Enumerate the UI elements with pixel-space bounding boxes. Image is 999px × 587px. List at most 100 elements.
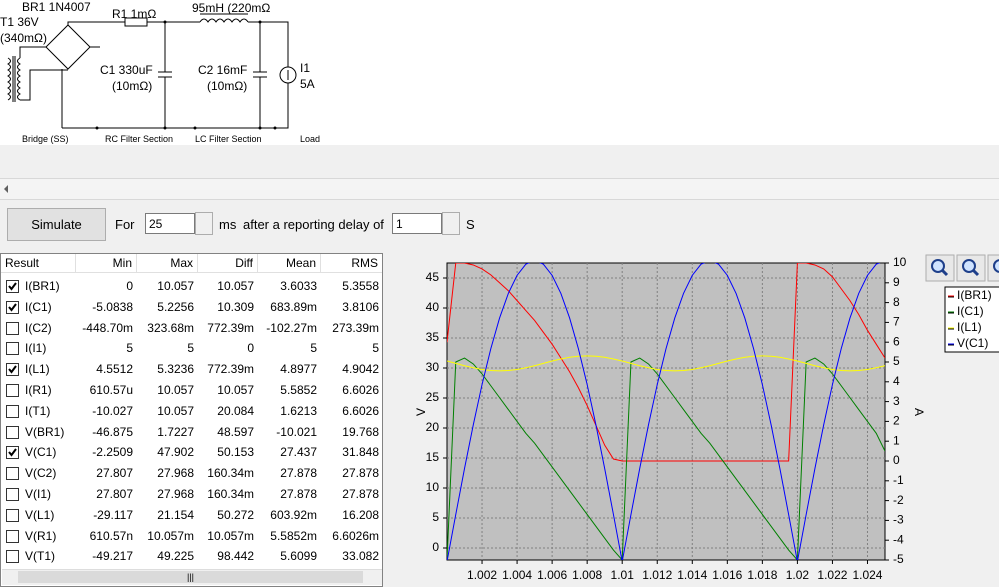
checkbox[interactable] (6, 467, 19, 481)
y2-tick-label: 4 (893, 374, 900, 388)
horizontal-scrollbar[interactable] (0, 178, 999, 200)
result-name: I(C2) (25, 320, 52, 335)
delay-spinner[interactable] (442, 212, 460, 235)
result-value: 5.2256 (157, 299, 194, 314)
result-value: 5 (187, 341, 194, 356)
results-table: ||| Result Min Max Diff Mean RMS I(BR1) 0 10.057… (0, 253, 383, 587)
checkbox[interactable] (6, 363, 19, 377)
result-value: 27.878 (280, 487, 317, 501)
result-value: -10.021 (276, 424, 317, 439)
y2-tick-label: -3 (893, 513, 904, 527)
checkbox[interactable] (6, 425, 19, 439)
x-tick-label: 1.02 (786, 568, 810, 582)
result-value: 27.807 (96, 466, 133, 481)
result-value: -448.70m (82, 320, 133, 335)
circuit-wires (7, 13, 297, 129)
result-value: 683.89m (270, 299, 317, 314)
y2-tick-label: -2 (893, 493, 904, 507)
checkbox[interactable] (6, 508, 19, 522)
result-value: 47.902 (157, 445, 194, 460)
y-tick-label: 15 (426, 450, 440, 464)
result-name: V(R1) (25, 528, 57, 543)
result-value: 5.3558 (342, 279, 379, 293)
component-label: T1 36V (0, 15, 39, 29)
result-value: -46.875 (92, 424, 133, 439)
checkbox[interactable] (6, 550, 19, 564)
chart: 1.002 1.004 1.006 1.008 1.01 1.012 1.014 1.016 1… (388, 252, 999, 587)
result-value: 27.968 (157, 487, 194, 501)
result-value: 10.057 (217, 279, 254, 293)
zoom-button[interactable] (956, 254, 986, 282)
zoom-button[interactable] (987, 254, 999, 282)
checkbox[interactable] (6, 321, 19, 335)
legend-label: V(C1) (957, 336, 988, 350)
x-tick-label: 1.002 (467, 568, 497, 582)
scroll-left-arrow[interactable] (0, 179, 14, 199)
result-value: 5 (310, 341, 317, 356)
result-value: 0 (247, 341, 254, 356)
result-value: 610.57n (89, 528, 133, 543)
result-value: 6.6026 (342, 383, 379, 397)
y2-tick-label: 6 (893, 334, 900, 348)
y-tick-label: 35 (426, 330, 440, 344)
y2-tick-label: 9 (893, 275, 900, 289)
result-value: 4.8977 (280, 362, 317, 377)
checkbox[interactable] (6, 529, 19, 543)
y-tick-label: 0 (432, 540, 439, 554)
result-value: 3.6033 (280, 279, 317, 293)
result-value: 21.154 (157, 507, 194, 522)
result-value: 33.082 (342, 549, 379, 564)
result-value: 19.768 (342, 424, 379, 439)
delay-input[interactable]: 1 (392, 213, 442, 234)
result-name: I(T1) (25, 403, 51, 418)
zoom-button[interactable] (925, 254, 955, 282)
simulate-button[interactable]: Simulate (7, 208, 106, 241)
column-header: Max (137, 254, 198, 273)
splitter[interactable] (383, 253, 388, 587)
result-value: 5.6099 (280, 549, 317, 564)
duration-spinner[interactable] (195, 212, 213, 235)
legend-label: I(BR1) (957, 288, 992, 302)
checkbox[interactable] (6, 488, 19, 501)
component-label: (10mΩ) (112, 79, 152, 93)
component-label: C2 16mF (198, 63, 247, 77)
checkbox[interactable] (6, 300, 19, 314)
series-line (447, 263, 881, 560)
result-name: V(BR1) (25, 424, 65, 439)
check-path (8, 303, 17, 312)
result-name: V(C1) (25, 445, 57, 460)
result-value: 6.6026m (332, 528, 379, 543)
check-path (8, 448, 17, 458)
checkbox[interactable] (6, 404, 19, 418)
column-header: Min (76, 254, 137, 273)
checkbox[interactable] (6, 342, 19, 356)
result-value: 10.309 (217, 299, 254, 314)
checkbox[interactable] (6, 384, 19, 397)
scroll-thumb[interactable]: ||| (18, 571, 363, 583)
result-value: 603.92m (270, 507, 317, 522)
y2-tick-label: 2 (893, 414, 900, 428)
duration-unit: ms (219, 217, 237, 232)
result-value: -49.217 (92, 549, 133, 564)
y2-tick-label: 0 (893, 453, 900, 467)
result-name: I(C1) (25, 299, 52, 314)
result-value: -10.027 (92, 403, 133, 418)
zoom-lens (931, 259, 945, 273)
check-mark (8, 282, 17, 291)
duration-input[interactable]: 25 (145, 213, 195, 234)
checkbox[interactable] (6, 446, 19, 460)
y2-tick-label: 1 (893, 433, 900, 447)
checkbox[interactable] (6, 280, 19, 293)
table-scrollbar[interactable]: ||| (2, 569, 382, 585)
result-value: 1.6213 (280, 403, 317, 418)
x-tick-label: 1.008 (572, 568, 602, 582)
result-value: 10.057 (157, 403, 194, 418)
result-value: 610.57u (89, 383, 133, 397)
result-value: 6.6026 (342, 403, 379, 418)
result-value: 27.807 (96, 487, 133, 501)
y-tick-label: 30 (426, 360, 440, 374)
result-name: I(R1) (25, 383, 52, 397)
result-value: 3.8106 (342, 299, 379, 314)
section-label: Load (300, 134, 320, 144)
result-value: 10.057 (157, 383, 194, 397)
